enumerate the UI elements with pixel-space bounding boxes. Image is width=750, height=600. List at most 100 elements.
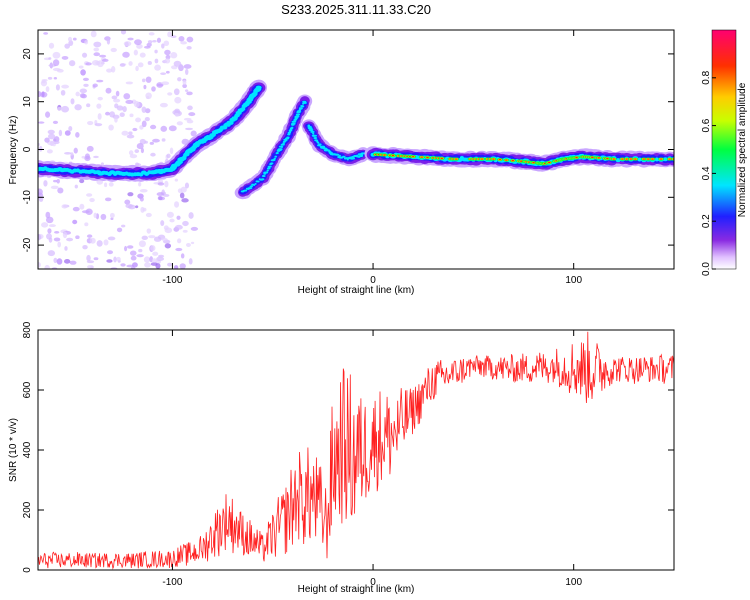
heatmap-ridge-cell [310,130,315,133]
heatmap-noise-blob [64,43,70,49]
heatmap-noise-blob [147,60,152,65]
heatmap-noise-blob [141,235,148,241]
heatmap-noise-blob [126,245,134,249]
heatmap-noise-blob [84,222,89,227]
heatmap-noise-blob [67,36,73,42]
heatmap-noise-blob [53,77,58,80]
heatmap-ridge-cell [282,142,285,145]
heatmap-ylabel: Frequency (Hz) [8,116,19,185]
heatmap-noise-blob [86,260,95,264]
heatmap-ridge-core [629,158,633,160]
heatmap-noise-blob [96,60,104,68]
heatmap-noise-blob [48,57,52,60]
heatmap-noise-blob [186,91,193,96]
heatmap-noise-blob [135,163,142,167]
heatmap-ridge-cell [300,107,303,110]
heatmap-ridge-cell [343,155,346,158]
heatmap-noise-blob [185,127,193,131]
heatmap-ridge-core [383,154,386,156]
heatmap-noise-blob [92,83,98,88]
heatmap-noise-blob [122,106,127,113]
heatmap-noise-blob [121,224,126,228]
heatmap-noise-blob [52,51,61,59]
heatmap-noise-blob [160,72,167,75]
heatmap-ridge-cell [282,140,287,143]
heatmap-noise-blob [53,179,58,183]
heatmap-noise-blob [38,262,41,268]
heatmap-ridge-core [391,154,395,157]
heatmap-noise-blob [72,37,77,41]
heatmap-noise-blob [48,224,56,228]
heatmap-noise-blob [106,68,113,73]
heatmap-noise-blob [177,77,182,82]
colorbar-gradient [711,29,737,270]
heatmap-noise-blob [136,143,144,150]
heatmap-noise-blob [144,108,151,114]
heatmap-noise-blob [43,32,49,35]
heatmap-noise-blob [124,199,131,205]
heatmap-noise-blob [78,65,84,69]
snr-ylabel: SNR (10 * v/v) [8,418,19,482]
heatmap-noise-blob [86,234,93,238]
heatmap-noise-blob [45,86,50,92]
snr-y-tick-label: 800 [22,321,33,338]
heatmap-noise-blob [177,238,182,244]
heatmap-noise-blob [125,203,133,209]
heatmap-noise-blob [139,125,144,130]
heatmap-noise-blob [156,256,165,262]
heatmap-ridge-cell [267,165,272,168]
heatmap-noise-blob [154,64,161,71]
heatmap-noise-blob [127,192,134,197]
heatmap-noise-blob [157,182,165,186]
heatmap-noise-blob [190,241,195,245]
heatmap-ridge-core [668,158,672,160]
snr-series [38,331,674,570]
heatmap-noise-blob [47,76,53,80]
heatmap-noise-blob [48,133,56,140]
heatmap-noise-blob [143,84,147,90]
heatmap-ridge-cell [277,148,283,151]
heatmap-noise-blob [179,263,186,269]
heatmap-noise-blob [188,212,194,219]
heatmap-noise-blob [129,154,138,159]
heatmap-noise-blob [38,145,43,152]
heatmap-noise-blob [64,246,68,251]
heatmap-noise-blob [128,150,134,156]
heatmap-noise-blob [165,70,170,74]
heatmap-noise-blob [90,30,97,38]
heatmap-noise-blob [64,152,72,155]
heatmap-noise-blob [113,98,121,103]
heatmap-noise-blob [181,198,189,203]
heatmap-noise-blob [50,185,59,190]
heatmap-noise-blob [38,234,42,241]
heatmap-noise-blob [104,197,112,202]
heatmap-noise-blob [130,266,136,269]
heatmap-ridge-cell [317,141,320,144]
heatmap-ridge-cell [300,105,305,108]
heatmap-noise-blob [128,131,133,135]
heatmap-noise-blob [44,264,50,269]
heatmap-noise-blob [154,58,159,64]
heatmap-ridge-cell [291,126,294,129]
heatmap-noise-blob [109,212,115,219]
heatmap-noise-blob [100,213,107,220]
heatmap-noise-blob [141,78,146,83]
heatmap-noise-blob [119,112,125,118]
snr-frame [37,329,675,571]
heatmap-noise-blob [53,257,58,263]
heatmap-noise-blob [93,155,99,159]
heatmap-ridge-core [532,162,535,164]
colorbar-ticks: 0.0 0.2 0.4 0.6 0.8 [701,70,716,276]
heatmap-noise-blob [190,226,199,231]
heatmap-ridge-core [597,157,601,159]
heatmap-ridge-core [454,158,458,160]
heatmap-noise-blob [160,220,165,226]
snr-y-tick-label: 0 [22,567,33,573]
heatmap-noise-blob [80,69,86,76]
heatmap-noise-blob [48,237,53,243]
heatmap-ridge-cell [310,129,314,132]
heatmap-noise-blob [110,47,117,53]
heatmap-noise-blob [86,145,94,152]
heatmap-noise-blob [101,58,109,62]
heatmap-noise-blob [53,237,61,242]
